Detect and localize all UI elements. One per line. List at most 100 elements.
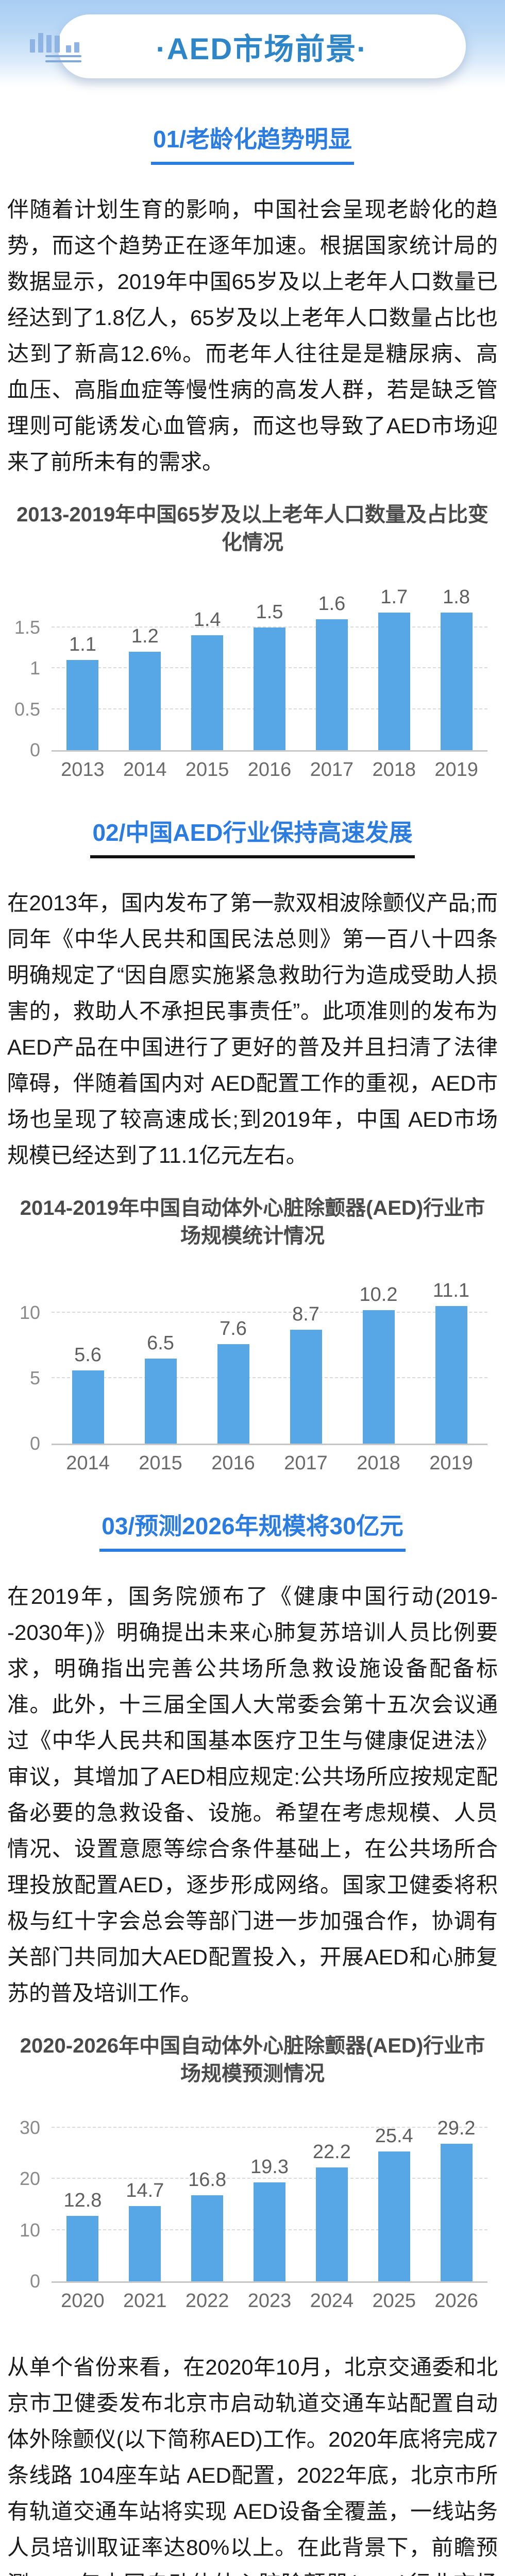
bar-slot: 10.2 bbox=[342, 1280, 415, 1444]
bar-slot: 7.6 bbox=[197, 1280, 270, 1444]
bar-slot: 6.5 bbox=[124, 1280, 197, 1444]
section-heading-text: 03/预测2026年规模将30亿元 bbox=[99, 1507, 406, 1552]
bar bbox=[66, 660, 99, 750]
chart-market-size-forecast: 2020-2026年中国自动体外心脏除颤器(AED)行业市场规模预测情况 0 10… bbox=[0, 2032, 505, 2312]
paragraph-aging-trend: 伴随着计划生育的影响，中国社会呈现老龄化的趋势，而这个趋势正在逐年加速。根据国家… bbox=[7, 197, 498, 474]
x-axis-label: 2015 bbox=[185, 759, 229, 781]
y-axis-tick-label: 20 bbox=[19, 2168, 40, 2190]
bar bbox=[72, 1370, 104, 1444]
paragraph-beijing-metro: 从单个省份来看，在2020年10月，北京交通委和北京市卫健委发布北京市启动轨道交… bbox=[7, 2355, 498, 2576]
section-heading-01: 01/老龄化趋势明显 bbox=[0, 121, 505, 165]
x-axis-label: 2015 bbox=[139, 1452, 182, 1474]
x-axis-label: 2025 bbox=[372, 2290, 416, 2312]
bar-value-label: 1.1 bbox=[69, 634, 96, 656]
bar-chart-icon-line bbox=[45, 60, 81, 62]
bar-value-label: 25.4 bbox=[375, 2125, 413, 2147]
bar bbox=[191, 2195, 224, 2281]
bar bbox=[315, 619, 348, 750]
bar-slot: 16.8 bbox=[176, 2117, 239, 2281]
paragraph-policy-2019: 在2019年，国务院颁布了《健康中国行动(2019--2030年)》明确提出未来… bbox=[7, 1584, 498, 2005]
chart-title: 2020-2026年中国自动体外心脏除颤器(AED)行业市场规模预测情况 bbox=[20, 2035, 485, 2085]
bar-slot: 29.2 bbox=[425, 2117, 487, 2281]
y-axis-tick-label: 1 bbox=[29, 657, 40, 679]
bar bbox=[129, 652, 161, 750]
bar-value-label: 1.5 bbox=[256, 601, 283, 623]
bar bbox=[315, 2167, 348, 2281]
section-heading-text: 01/老龄化趋势明显 bbox=[151, 121, 354, 165]
x-axis-label: 2018 bbox=[357, 1452, 400, 1474]
gridline bbox=[52, 2126, 487, 2128]
section-heading-text: 02/中国AED行业保持高速发展 bbox=[90, 814, 415, 858]
x-axis-label: 2019 bbox=[434, 759, 478, 781]
bar bbox=[378, 613, 410, 750]
bar-slot: 1.6 bbox=[300, 586, 363, 750]
y-axis-tick-label: 10 bbox=[19, 2219, 40, 2241]
bar-slot: 25.4 bbox=[363, 2117, 425, 2281]
x-axis-labels: 2014 2015 2016 2017 2018 2019 bbox=[52, 1452, 487, 1475]
bar-slot: 1.4 bbox=[176, 586, 239, 750]
bar-value-label: 1.6 bbox=[318, 592, 346, 615]
x-axis-label: 2014 bbox=[123, 759, 167, 781]
plot-area: 0 5 10 5.6 6.5 7.6 8.7 10.2 11.1 bbox=[20, 1280, 487, 1454]
section-heading-02: 02/中国AED行业保持高速发展 bbox=[0, 814, 505, 858]
y-axis-tick-label: 0.5 bbox=[14, 698, 40, 720]
bar-value-label: 16.8 bbox=[188, 2169, 227, 2191]
bar bbox=[129, 2206, 161, 2281]
x-axis-label: 2018 bbox=[372, 759, 416, 781]
y-axis-tick-label: 5 bbox=[29, 1367, 40, 1388]
bar-chart-icon bbox=[30, 32, 87, 62]
bar-value-label: 6.5 bbox=[147, 1332, 174, 1354]
bar-slot: 1.1 bbox=[52, 586, 114, 750]
bars: 5.6 6.5 7.6 8.7 10.2 11.1 bbox=[52, 1280, 487, 1444]
x-axis-label: 2014 bbox=[66, 1452, 110, 1474]
bar bbox=[254, 627, 285, 750]
x-axis-label: 2013 bbox=[61, 759, 105, 781]
bar bbox=[254, 2182, 285, 2281]
chart-title: 2013-2019年中国65岁及以上老年人口数量及占比变化情况 bbox=[16, 503, 489, 554]
bar-value-label: 8.7 bbox=[292, 1303, 319, 1325]
bar-slot: 1.8 bbox=[425, 586, 487, 750]
bar-value-label: 1.4 bbox=[193, 609, 221, 631]
bar bbox=[217, 1344, 249, 1444]
paragraph-industry-growth: 在2013年，国内发布了第一款双相波除颤仪产品;而同年《中华人民共和国民法总则》… bbox=[7, 891, 498, 1167]
y-axis-tick-label: 0 bbox=[29, 2270, 40, 2292]
x-axis-label: 2016 bbox=[211, 1452, 255, 1474]
bar-value-label: 29.2 bbox=[437, 2117, 476, 2139]
bar-chart-icon-bars bbox=[30, 32, 87, 53]
bar bbox=[144, 1358, 177, 1444]
bar bbox=[66, 2215, 99, 2281]
x-axis-label: 2020 bbox=[61, 2290, 105, 2312]
x-axis-label: 2023 bbox=[247, 2290, 292, 2312]
bar-value-label: 19.3 bbox=[250, 2156, 289, 2178]
bar-slot: 22.2 bbox=[300, 2117, 363, 2281]
gridline bbox=[52, 626, 487, 628]
bars: 1.1 1.2 1.4 1.5 1.6 1.7 1.8 bbox=[52, 586, 487, 750]
bar bbox=[378, 2151, 410, 2281]
bar-value-label: 1.7 bbox=[380, 586, 408, 608]
x-axis-label: 2017 bbox=[310, 759, 354, 781]
x-axis-label: 2022 bbox=[185, 2290, 229, 2312]
bar-value-label: 14.7 bbox=[126, 2179, 164, 2201]
bar-value-label: 7.6 bbox=[220, 1317, 247, 1340]
x-axis-label: 2019 bbox=[429, 1452, 473, 1474]
x-axis-label: 2024 bbox=[310, 2290, 354, 2312]
bar-slot: 1.7 bbox=[363, 586, 425, 750]
bar-value-label: 11.1 bbox=[432, 1280, 470, 1301]
y-axis-tick-label: 0 bbox=[29, 739, 40, 760]
bar-slot: 1.5 bbox=[239, 586, 301, 750]
y-axis-tick-label: 30 bbox=[19, 2116, 40, 2138]
bars: 12.8 14.7 16.8 19.3 22.2 25.4 29.2 bbox=[52, 2117, 487, 2281]
bar-chart-icon-line bbox=[45, 55, 81, 57]
y-axis-tick-label: 10 bbox=[19, 1301, 40, 1323]
x-axis-label: 2021 bbox=[123, 2290, 167, 2312]
section-heading-03: 03/预测2026年规模将30亿元 bbox=[0, 1507, 505, 1552]
bar-slot: 19.3 bbox=[239, 2117, 301, 2281]
x-axis-labels: 2013 2014 2015 2016 2017 2018 2019 bbox=[52, 759, 487, 781]
plot-area: 0 0.5 1 1.5 1.1 1.2 1.4 1.5 1.6 1.7 1.8 bbox=[14, 586, 487, 760]
chart-title: 2014-2019年中国自动体外心脏除颤器(AED)行业市场规模统计情况 bbox=[20, 1197, 485, 1247]
bar-value-label: 1.2 bbox=[131, 625, 159, 648]
bar bbox=[290, 1329, 322, 1444]
title-pill: ·AED市场前景· bbox=[58, 14, 466, 78]
bar-slot: 14.7 bbox=[114, 2117, 176, 2281]
